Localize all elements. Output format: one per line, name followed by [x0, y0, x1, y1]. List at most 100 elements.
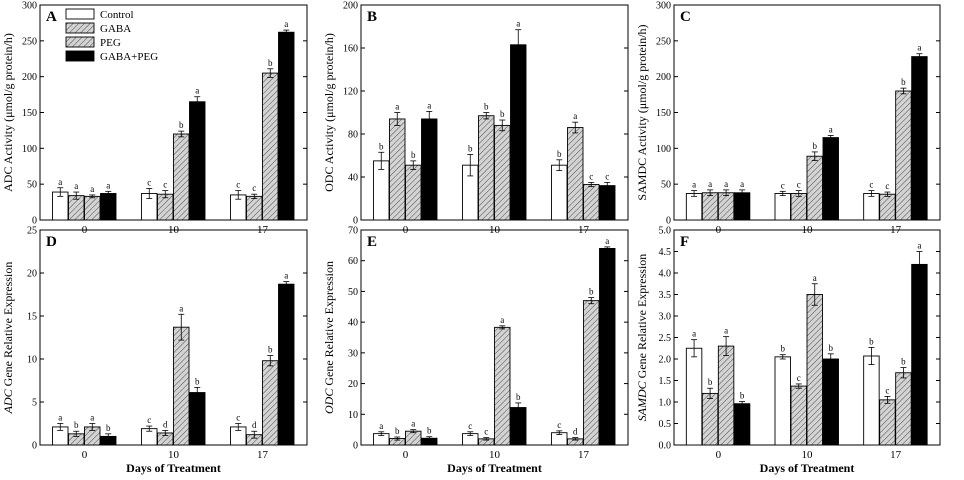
x-tick-label: 10	[802, 449, 814, 461]
y-tick-label: 2.0	[659, 355, 672, 366]
legend-entry: PEG	[100, 37, 121, 49]
bar-peg	[173, 133, 190, 221]
y-tick-label: 300	[22, 1, 37, 12]
significance-letter: a	[692, 329, 696, 339]
significance-letter: a	[829, 124, 833, 134]
significance-letter: a	[917, 43, 921, 53]
y-tick-label: 40	[348, 318, 358, 329]
y-tick-label: 20	[27, 269, 37, 280]
y-tick-label: 50	[661, 180, 671, 191]
significance-letter: c	[236, 413, 240, 423]
significance-letter: b	[869, 336, 874, 346]
panel-label: E	[367, 234, 377, 250]
legend-swatch	[65, 8, 95, 20]
bar-gaba	[701, 392, 719, 446]
significance-letter: a	[500, 315, 504, 325]
significance-letter: a	[74, 181, 78, 191]
y-tick-label: 20	[348, 379, 358, 390]
y-tick-label: 4.5	[659, 247, 672, 258]
y-tick-label: 300	[656, 1, 671, 12]
y-tick-label: 160	[343, 44, 358, 55]
y-tick-label: 80	[348, 130, 358, 141]
significance-letter: c	[236, 180, 240, 190]
y-axis-label-text: Gene Relative Expression	[1, 262, 15, 390]
legend-swatch	[65, 50, 95, 62]
y-tick-label: 1.5	[659, 376, 672, 387]
x-tick-label: 17	[890, 449, 902, 461]
significance-letter: b	[813, 141, 818, 151]
y-tick-label: 0.5	[659, 419, 672, 430]
y-axis-label-text: Gene Relative Expression	[322, 261, 336, 389]
panel-d: D 0 5 10 15 20 25 ADC Gene Relative Expression 0…	[1, 226, 308, 475]
y-tick-label: 200	[656, 72, 671, 83]
significance-letter: c	[605, 171, 609, 181]
x-tick-label: 0	[716, 449, 722, 461]
significance-letter: c	[869, 180, 873, 190]
bar-gaba	[478, 115, 495, 221]
panel-label: A	[46, 9, 57, 25]
significance-letter: a	[395, 102, 399, 112]
y-tick-label: 250	[656, 36, 671, 47]
y-tick-label: 3.5	[659, 290, 672, 301]
bar-control	[774, 356, 791, 446]
bar-gaba-peg	[510, 44, 527, 221]
bar-peg	[84, 195, 101, 221]
y-tick-label: 1.0	[659, 398, 672, 409]
significance-letter: d	[252, 420, 257, 430]
significance-letter: a	[692, 180, 696, 190]
y-tick-label: 15	[27, 312, 37, 323]
bar-gaba-peg	[911, 263, 928, 446]
y-axis-label: ADC Activity (μmol/g protein/h)	[1, 33, 15, 192]
y-axis-label: SAMDC Activity (μmol/g protein/h)	[635, 24, 649, 200]
legend: Control GABA PEG GABA+PEG	[65, 8, 158, 63]
y-axis-label: ODC Activity (μmol/g protein/h)	[322, 33, 336, 192]
y-axis-label-gene: ADC	[1, 388, 15, 414]
significance-letter: b	[740, 391, 745, 401]
significance-letter: b	[74, 420, 79, 430]
bar-peg	[583, 300, 600, 446]
significance-letter: a	[379, 421, 383, 431]
y-tick-label: 10	[348, 410, 358, 421]
significance-letter: b	[106, 423, 111, 433]
significance-letter: b	[901, 357, 906, 367]
y-tick-label: 0.0	[659, 441, 672, 452]
bar-gaba	[790, 385, 807, 446]
significance-letter: b	[179, 120, 184, 130]
significance-letter: a	[917, 241, 921, 251]
bar-peg	[262, 360, 279, 446]
significance-letter: c	[797, 373, 801, 383]
y-axis-label-text: Gene Relative Expression	[635, 254, 649, 382]
significance-letter: a	[724, 326, 728, 336]
y-tick-label: 5	[32, 398, 37, 409]
bar-peg	[583, 184, 600, 221]
significance-letter: c	[252, 183, 256, 193]
significance-letter: c	[885, 385, 889, 395]
y-tick-label: 0	[666, 216, 671, 227]
y-tick-label: 150	[656, 108, 671, 119]
x-axis-label: Days of Treatment	[760, 461, 855, 475]
significance-letter: c	[484, 427, 488, 437]
bar-gaba	[389, 118, 406, 221]
panel-label: F	[680, 234, 689, 250]
significance-letter: a	[605, 236, 609, 246]
y-axis-label: SAMDC Gene Relative Expression	[635, 254, 649, 422]
bar-control	[551, 164, 568, 221]
significance-letter: b	[781, 344, 786, 354]
legend-swatch	[65, 22, 95, 34]
bar-gaba-peg	[100, 193, 117, 221]
y-tick-label: 100	[656, 144, 671, 155]
y-tick-label: 50	[348, 287, 358, 298]
y-tick-label: 40	[348, 173, 358, 184]
significance-letter: b	[427, 426, 432, 436]
x-axis-label: Days of Treatment	[126, 461, 221, 475]
significance-letter: a	[411, 419, 415, 429]
panel-label: D	[46, 234, 57, 250]
significance-letter: a	[724, 179, 728, 189]
bar-gaba	[701, 192, 719, 221]
y-tick-label: 5.0	[659, 226, 672, 237]
bar-control	[774, 193, 791, 221]
x-tick-label: 0	[403, 449, 409, 461]
y-tick-label: 50	[27, 180, 37, 191]
significance-letter: b	[195, 376, 200, 386]
